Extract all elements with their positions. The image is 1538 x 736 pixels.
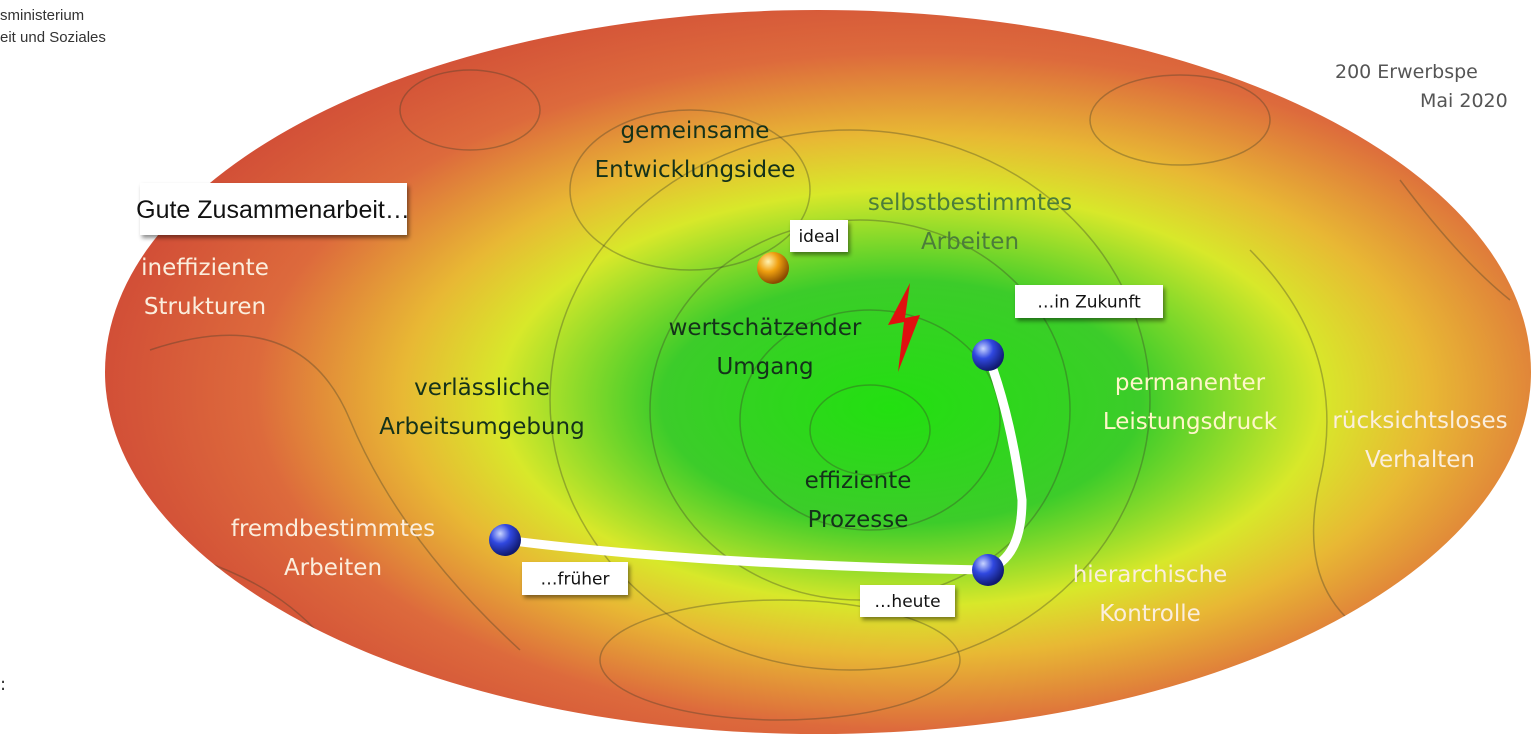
callout-box <box>790 220 848 252</box>
lightning <box>888 283 920 372</box>
region-label: gemeinsame <box>621 118 770 144</box>
region-label: Entwicklungsidee <box>595 157 796 183</box>
region-label: ineffiziente <box>141 255 269 281</box>
region-label: Umgang <box>716 354 813 380</box>
callout-label: …früher <box>541 570 610 590</box>
landscape <box>105 10 1531 734</box>
future-sphere <box>972 339 1004 371</box>
org-line: eit und Soziales <box>0 29 106 46</box>
region-label: hierarchische <box>1073 562 1228 588</box>
region-label: Arbeiten <box>921 229 1019 255</box>
org-line: sministerium <box>0 7 84 24</box>
region-label: effiziente <box>805 468 912 494</box>
region-label: wertschätzender <box>669 315 862 341</box>
source-line: 200 Erwerbspe <box>1335 61 1478 83</box>
region-label: Verhalten <box>1365 447 1475 473</box>
callout-label: …heute <box>874 592 940 612</box>
region-label: Kontrolle <box>1099 601 1201 627</box>
region-label: Arbeiten <box>284 555 382 581</box>
callout-label: …in Zukunft <box>1037 293 1141 313</box>
region-label: fremdbestimmtes <box>231 516 435 542</box>
region-label: rücksichtsloses <box>1332 408 1507 434</box>
region-label: permanenter <box>1115 370 1266 396</box>
callout-label: ideal <box>798 227 839 247</box>
past-sphere <box>489 524 521 556</box>
region-label: selbstbestimmtes <box>868 190 1072 216</box>
region-label: Strukturen <box>144 294 266 320</box>
callout-box <box>522 562 628 595</box>
callout-box <box>1015 285 1163 318</box>
title: Gute Zusammenarbeit… <box>136 196 410 224</box>
region-label: Arbeitsumgebung <box>379 414 584 440</box>
footnote: : <box>0 674 6 695</box>
region-label: Prozesse <box>808 507 909 533</box>
callout-box <box>860 585 955 617</box>
region-label: Leistungsdruck <box>1103 409 1278 435</box>
ideal-sphere <box>757 252 789 284</box>
region-label: verlässliche <box>414 375 550 401</box>
source-line: Mai 2020 <box>1420 90 1508 112</box>
today-sphere <box>972 554 1004 586</box>
title-box <box>140 183 407 235</box>
